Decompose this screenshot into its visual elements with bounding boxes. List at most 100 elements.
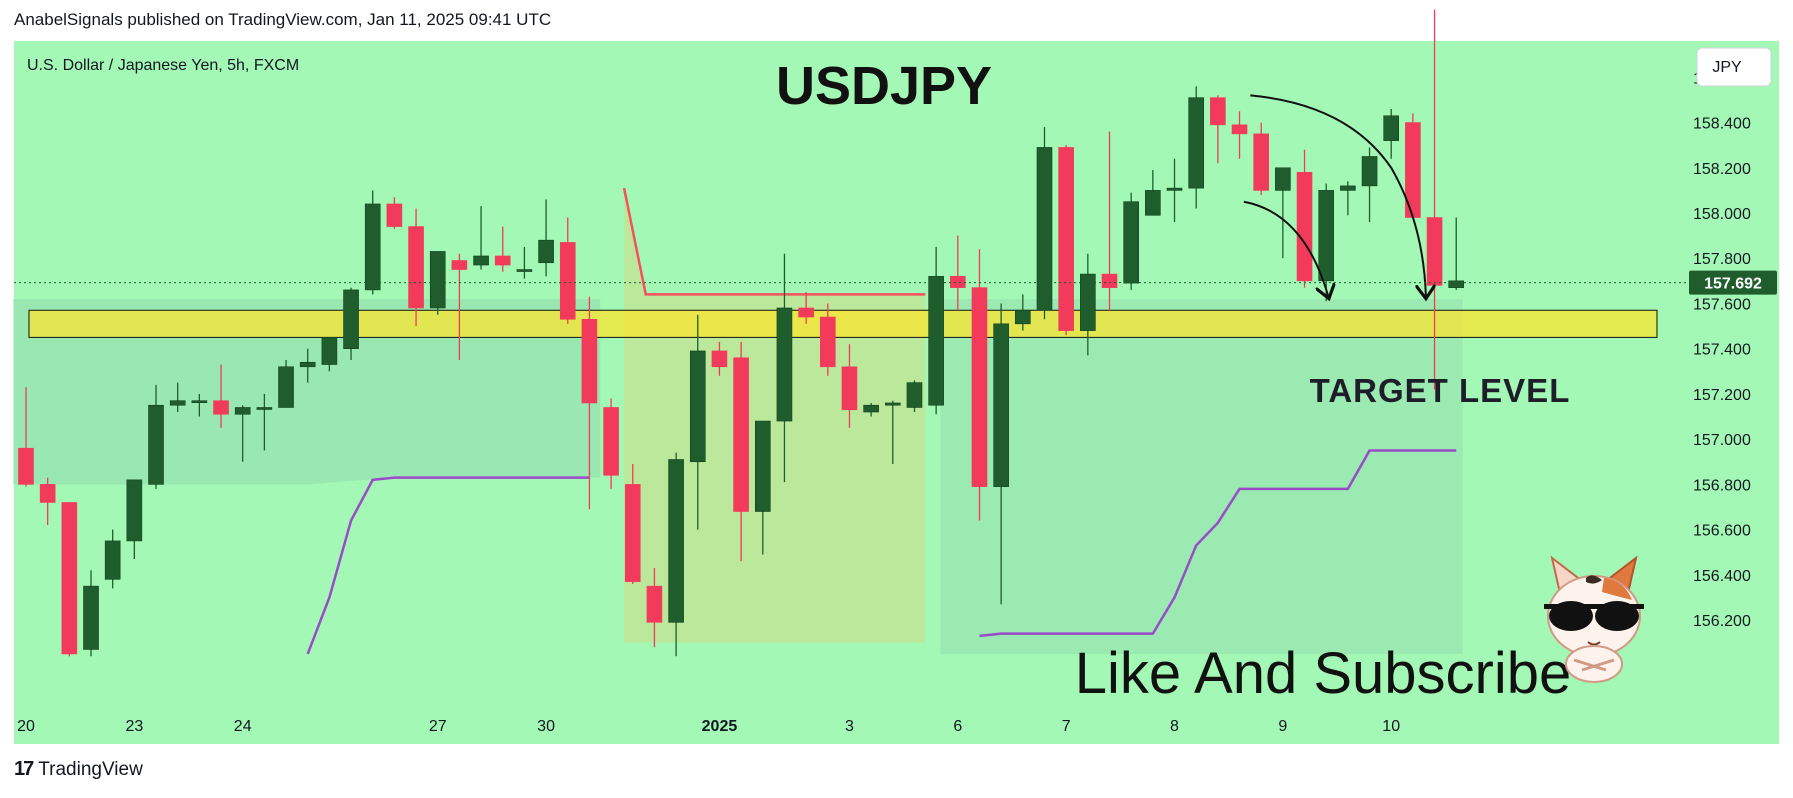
candle-body: [234, 407, 251, 415]
candle-body: [776, 307, 793, 422]
time-tick-label: 8: [1170, 718, 1179, 735]
price-tick-label: 156.200: [1693, 613, 1751, 630]
candle-body: [104, 540, 121, 580]
candle-body: [581, 318, 598, 404]
currency-badge[interactable]: JPY: [1696, 47, 1772, 87]
time-tick-label: 27: [429, 718, 447, 735]
candle-body: [278, 366, 294, 408]
candle-body: [386, 203, 403, 227]
candle-body: [993, 323, 1009, 487]
candle-body: [1448, 280, 1465, 288]
price-axis-panel[interactable]: [1687, 41, 1779, 744]
candle-body: [928, 276, 944, 406]
trend-arrow-large: [1250, 94, 1426, 296]
candle-body: [494, 255, 511, 266]
chart-title: USDJPY: [776, 56, 992, 116]
candle-body: [668, 459, 684, 623]
candle-body: [169, 400, 186, 406]
resistance-line: [622, 187, 926, 296]
time-tick-label: 20: [17, 718, 35, 735]
candlestick-series: [18, 9, 1465, 657]
time-axis: 20 23 24 27 30 2025 3 6 7 8 9 10: [17, 718, 1400, 735]
tradingview-logo-icon: 17: [14, 758, 34, 780]
currency-badge-label: JPY: [1712, 59, 1742, 76]
candle-body: [603, 407, 619, 476]
target-level-label: TARGET LEVEL: [1310, 372, 1571, 409]
price-tick-label: 157.000: [1693, 432, 1751, 449]
candle-body: [408, 226, 424, 309]
candle-body: [126, 479, 143, 542]
candle-body: [148, 404, 164, 485]
candle-body: [1296, 172, 1313, 282]
candle-body: [906, 382, 923, 408]
candle-body: [83, 585, 99, 650]
candle-body: [39, 484, 56, 503]
like-and-subscribe-text: Like And Subscribe: [1075, 641, 1572, 706]
price-tick-label: 157.400: [1693, 342, 1751, 359]
candle-body: [451, 260, 468, 270]
price-tick-label: 157.800: [1693, 251, 1751, 268]
time-tick-label: 10: [1382, 718, 1400, 735]
candle-body: [516, 269, 533, 272]
price-tick-label: 156.600: [1693, 523, 1751, 540]
tradingview-brand-name: TradingView: [38, 758, 143, 780]
time-axis-panel[interactable]: [14, 701, 1687, 744]
candle-body: [191, 400, 208, 404]
candle-body: [321, 337, 338, 365]
candle-body: [863, 404, 879, 413]
candle-body: [1383, 115, 1400, 141]
candle-body: [1166, 187, 1183, 191]
candle-body: [1188, 97, 1204, 189]
time-tick-label: 3: [845, 718, 854, 735]
price-tick-label: 157.600: [1693, 296, 1751, 313]
symbol-label: U.S. Dollar / Japanese Yen, 5h, FXCM: [27, 57, 299, 74]
candle-body: [1058, 147, 1074, 331]
price-tick-label: 158.400: [1693, 116, 1751, 133]
candle-body: [61, 502, 78, 655]
publisher-caption: AnabelSignals published on TradingView.c…: [14, 10, 552, 29]
candle-body: [1361, 156, 1378, 187]
current-price-badge: [1689, 270, 1777, 295]
candle-body: [1036, 147, 1053, 311]
candle-body: [754, 420, 771, 512]
candle-body: [1426, 217, 1443, 286]
candle-body: [689, 350, 706, 463]
candle-body: [1101, 273, 1118, 288]
candle-body: [624, 484, 641, 582]
time-tick-label: 23: [125, 718, 143, 735]
candle-body: [1253, 133, 1269, 191]
candle-body: [256, 407, 273, 410]
candle-body: [18, 447, 34, 485]
candle-body: [819, 316, 836, 368]
time-tick-label: 7: [1062, 718, 1071, 735]
time-tick-label: 2025: [702, 718, 738, 735]
candle-body: [1123, 201, 1139, 284]
footer-branding[interactable]: 17 TradingView: [14, 758, 143, 781]
candle-body: [429, 251, 446, 309]
candle-body: [559, 242, 576, 320]
time-tick-label: 30: [537, 718, 555, 735]
candle-body: [1318, 190, 1334, 282]
trend-arrow-small: [1243, 200, 1329, 297]
drawing-annotations: [14, 94, 1687, 297]
price-tick-label: 157.200: [1693, 387, 1751, 404]
candle-body: [733, 357, 749, 512]
candle-body: [213, 400, 229, 415]
candle-body: [1015, 309, 1031, 325]
candle-body: [343, 289, 359, 349]
time-tick-label: 9: [1278, 718, 1287, 735]
candle-body: [971, 287, 988, 487]
price-tick-label: 156.400: [1693, 568, 1751, 585]
support-line-1: [306, 476, 590, 655]
candle-body: [1210, 97, 1226, 126]
support-line-2: [979, 449, 1457, 638]
candle-body: [950, 276, 966, 288]
candle-body: [473, 255, 489, 266]
candle-body: [646, 585, 663, 623]
candle-body: [884, 402, 901, 406]
candle-body: [1275, 167, 1291, 191]
candle-body: [1340, 185, 1356, 191]
current-price-label: 157.692: [1704, 276, 1762, 293]
price-tick-label: 158.200: [1693, 161, 1751, 178]
